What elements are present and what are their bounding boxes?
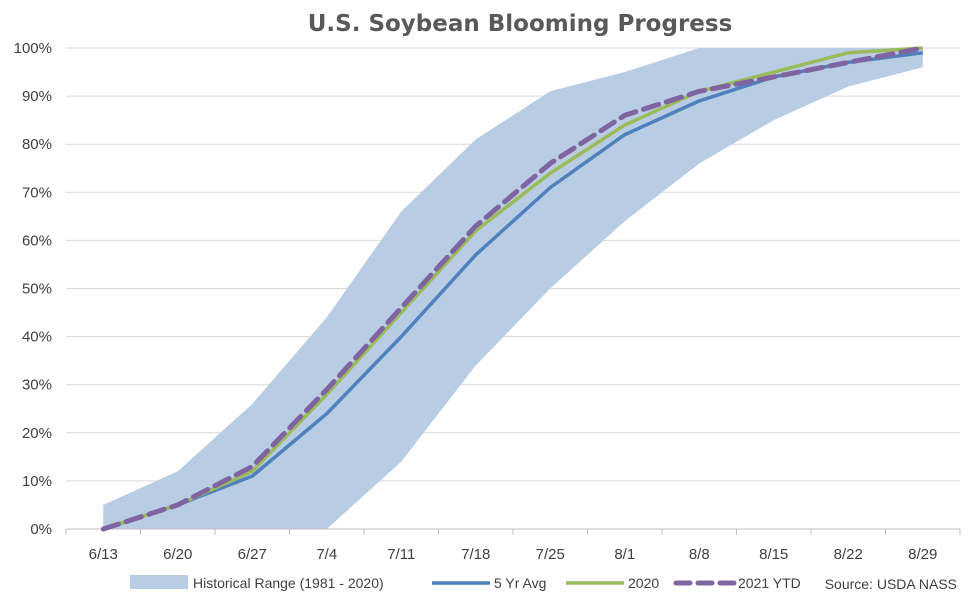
series-line-2020 <box>102 46 923 531</box>
y-tick-label: 50% <box>22 281 52 298</box>
y-axis-tick-labels: 0% 10% 20% 30% 40% 50% 60% 70% 80% 90% 100% <box>14 40 52 538</box>
y-tick-label: 70% <box>22 184 52 201</box>
x-axis-tick-labels: 6/13 6/20 6/27 7/4 7/11 7/18 7/25 8/1 8/8 8/15 8/2… <box>89 546 938 563</box>
x-tick-label: 6/27 <box>238 546 267 563</box>
x-tick-label: 7/11 <box>387 546 415 563</box>
x-tick-label: 6/20 <box>163 546 192 563</box>
x-tick-label: 7/18 <box>461 546 490 563</box>
y-tick-label: 40% <box>22 329 52 346</box>
y-tick-label: 90% <box>22 88 52 105</box>
legend-label-5-yr-avg: 5 Yr Avg <box>494 575 546 591</box>
y-tick-label: 80% <box>22 136 52 153</box>
x-tick-label: 8/1 <box>614 546 635 563</box>
chart-title: U.S. Soybean Blooming Progress <box>308 11 733 37</box>
legend: Historical Range (1981 - 2020) 5 Yr Avg 20… <box>130 575 801 591</box>
y-tick-label: 0% <box>30 521 52 538</box>
legend-label-2020: 2020 <box>628 575 659 591</box>
series-lines <box>100 45 926 532</box>
x-tick-label: 7/4 <box>316 546 337 563</box>
legend-label-2021-ytd: 2021 YTD <box>738 575 801 591</box>
x-tick-label: 8/29 <box>908 546 937 563</box>
series-line-2021-ytd <box>100 45 926 532</box>
legend-label-historical-range: Historical Range (1981 - 2020) <box>193 575 384 591</box>
x-tick-label: 7/25 <box>536 546 565 563</box>
x-tick-label: 8/15 <box>759 546 788 563</box>
y-tick-label: 60% <box>22 232 52 249</box>
y-tick-label: 100% <box>14 40 52 57</box>
x-tick-label: 6/13 <box>89 546 118 563</box>
source-note: Source: USDA NASS <box>825 576 957 592</box>
y-tick-label: 30% <box>22 377 52 394</box>
y-tick-label: 10% <box>22 473 52 490</box>
y-tick-label: 20% <box>22 425 52 442</box>
x-tick-label: 8/8 <box>689 546 710 563</box>
legend-swatch-historical-range <box>130 575 188 589</box>
axes <box>65 528 961 535</box>
x-tick-label: 8/22 <box>834 546 863 563</box>
